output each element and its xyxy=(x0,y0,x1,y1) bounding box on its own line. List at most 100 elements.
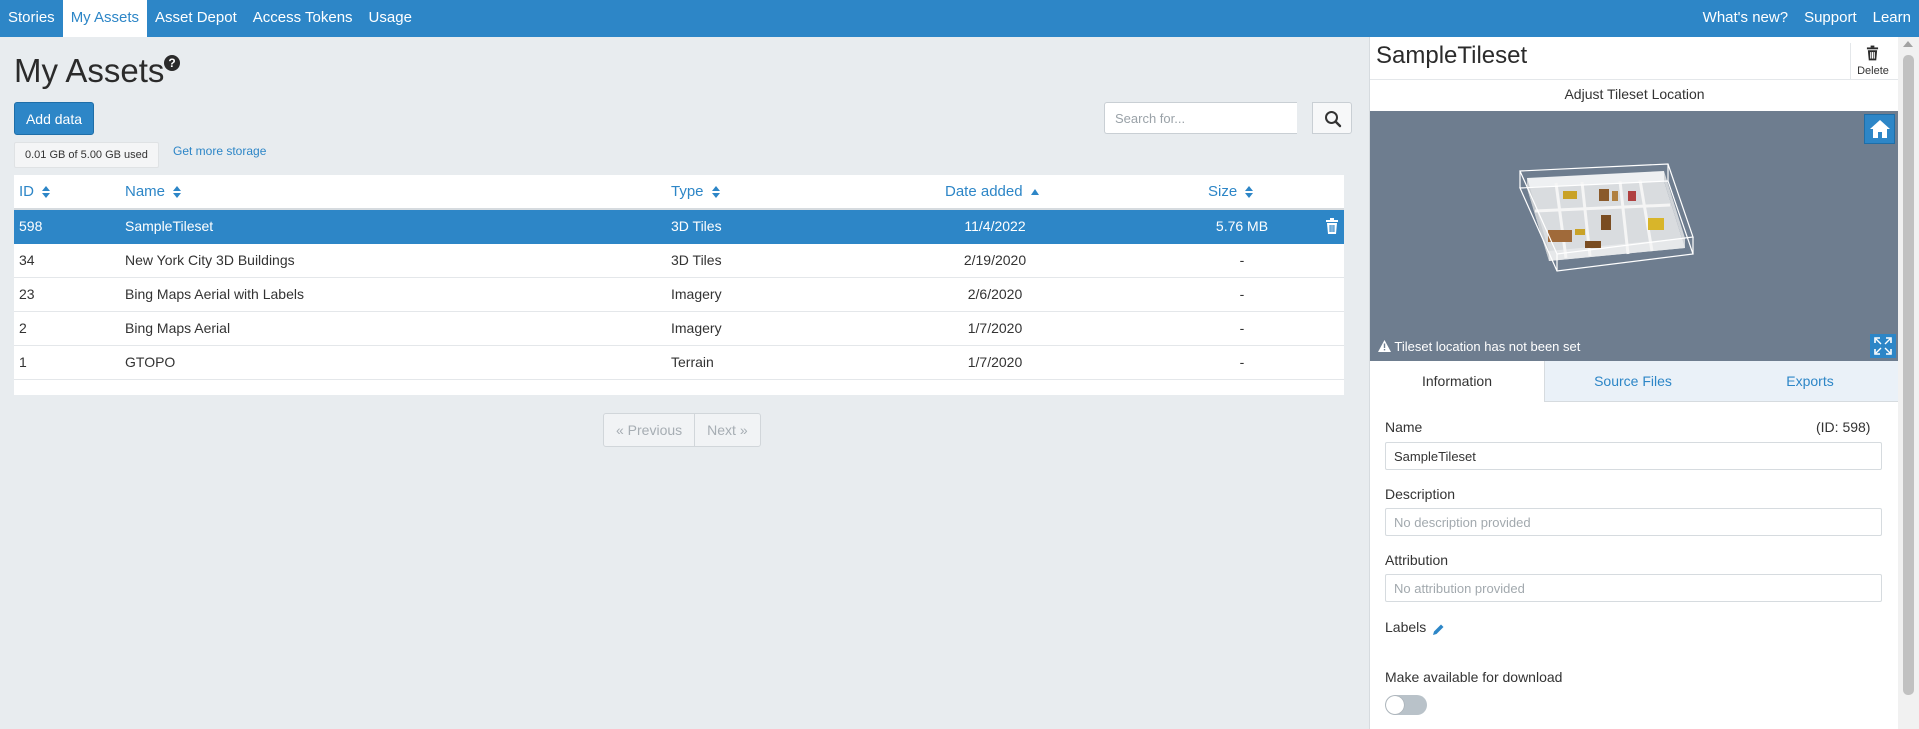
tileset-3d-viewer[interactable]: Tileset location has not been set xyxy=(1370,111,1899,361)
home-view-button[interactable] xyxy=(1864,114,1895,144)
cell-id: 2 xyxy=(19,320,27,336)
cell-size: - xyxy=(1239,354,1245,370)
panel-scrollbar[interactable] xyxy=(1898,37,1919,729)
scroll-thumb[interactable] xyxy=(1903,55,1914,695)
column-header-size-label: Size xyxy=(1208,183,1238,200)
cell-id: 1 xyxy=(19,354,27,370)
home-icon xyxy=(1870,120,1890,138)
column-header-id[interactable]: ID xyxy=(19,175,51,208)
location-warning: Tileset location has not been set xyxy=(1378,339,1580,354)
sort-both-icon xyxy=(711,186,720,199)
tab-information[interactable]: Information xyxy=(1370,361,1545,402)
cell-type: Terrain xyxy=(671,354,714,370)
cell-date: 1/7/2020 xyxy=(967,320,1023,336)
table-row[interactable]: 598 SampleTileset 3D Tiles 11/4/2022 5.7… xyxy=(14,210,1344,244)
nav-stories[interactable]: Stories xyxy=(8,9,55,26)
cell-date: 2/6/2020 xyxy=(967,286,1023,302)
nav-access-tokens[interactable]: Access Tokens xyxy=(252,9,353,26)
nav-whats-new[interactable]: What's new? xyxy=(1702,9,1789,26)
nav-my-assets[interactable]: My Assets xyxy=(62,0,148,37)
get-more-storage-link[interactable]: Get more storage xyxy=(173,144,267,158)
warning-icon xyxy=(1378,340,1391,352)
cell-id: 34 xyxy=(19,252,35,268)
location-warning-text: Tileset location has not been set xyxy=(1394,339,1581,354)
next-page-button[interactable]: Next » xyxy=(694,414,759,446)
asset-title: SampleTileset xyxy=(1376,42,1528,69)
attribution-label: Attribution xyxy=(1385,552,1449,568)
labels-label: Labels xyxy=(1385,619,1427,635)
search-input[interactable] xyxy=(1104,102,1297,134)
attribution-field[interactable] xyxy=(1385,574,1882,602)
table-row[interactable]: 2 Bing Maps Aerial Imagery 1/7/2020 - xyxy=(14,312,1344,346)
download-toggle[interactable] xyxy=(1385,695,1427,715)
nav-right-group: What's new? Support Learn xyxy=(1695,0,1919,37)
column-header-size[interactable]: Size xyxy=(1208,175,1254,208)
name-label: Name xyxy=(1385,419,1423,435)
nav-asset-depot[interactable]: Asset Depot xyxy=(155,9,237,26)
column-header-date[interactable]: Date added xyxy=(945,175,1039,208)
adjust-location-label[interactable]: Adjust Tileset Location xyxy=(1564,86,1705,102)
panel-tabs: Information Source Files Exports xyxy=(1370,361,1899,402)
sort-both-icon xyxy=(1245,186,1254,199)
pagination: « Previous Next » xyxy=(603,413,761,447)
sort-both-icon xyxy=(173,186,182,199)
description-field[interactable] xyxy=(1385,508,1882,536)
nav-left-group: Stories My Assets Asset Depot Access Tok… xyxy=(0,0,420,37)
cell-id: 23 xyxy=(19,286,35,302)
assets-table: ID Name Type Date added Size 598 Samp xyxy=(14,175,1344,395)
nav-learn[interactable]: Learn xyxy=(1872,9,1911,26)
column-header-type-label: Type xyxy=(671,183,704,200)
column-header-name-label: Name xyxy=(125,183,166,200)
cell-size: 5.76 MB xyxy=(1215,218,1269,234)
fullscreen-button[interactable] xyxy=(1870,334,1896,358)
asset-detail-panel: SampleTileset Delete Adjust Tileset Loca… xyxy=(1369,37,1899,729)
search-icon xyxy=(1325,111,1342,128)
tab-source-files[interactable]: Source Files xyxy=(1594,373,1672,389)
cell-date: 1/7/2020 xyxy=(967,354,1023,370)
search-button[interactable] xyxy=(1312,102,1352,134)
cell-type: 3D Tiles xyxy=(671,218,722,234)
help-icon[interactable]: ? xyxy=(164,55,180,71)
column-header-id-label: ID xyxy=(19,183,34,200)
cell-date: 2/19/2020 xyxy=(963,252,1027,268)
cell-size: - xyxy=(1239,320,1245,336)
page-title: My Assets xyxy=(14,52,165,89)
table-row[interactable]: 23 Bing Maps Aerial with Labels Imagery … xyxy=(14,278,1344,312)
cell-name: Bing Maps Aerial xyxy=(125,320,231,336)
toggle-knob xyxy=(1386,696,1404,714)
trash-icon xyxy=(1866,45,1879,61)
nav-usage[interactable]: Usage xyxy=(368,9,412,26)
column-header-name[interactable]: Name xyxy=(125,175,182,208)
download-label: Make available for download xyxy=(1385,669,1563,685)
cell-name: Bing Maps Aerial with Labels xyxy=(125,286,304,302)
column-header-date-label: Date added xyxy=(945,183,1023,200)
top-navbar: Stories My Assets Asset Depot Access Tok… xyxy=(0,0,1919,37)
name-field[interactable] xyxy=(1385,442,1882,470)
cell-size: - xyxy=(1239,286,1245,302)
cell-date: 11/4/2022 xyxy=(964,218,1026,234)
delete-label: Delete xyxy=(1857,65,1889,77)
cell-type: Imagery xyxy=(671,286,722,302)
cell-id: 598 xyxy=(19,218,43,234)
cell-type: Imagery xyxy=(671,320,722,336)
pencil-icon[interactable] xyxy=(1432,623,1445,636)
scroll-up-icon[interactable] xyxy=(1903,41,1913,47)
nav-support[interactable]: Support xyxy=(1804,9,1857,26)
storage-usage-badge: 0.01 GB of 5.00 GB used xyxy=(14,142,159,168)
delete-asset-button[interactable]: Delete xyxy=(1850,43,1895,79)
sort-both-icon xyxy=(42,186,51,199)
cell-name: SampleTileset xyxy=(125,218,214,234)
sort-ascending-icon xyxy=(1030,189,1039,196)
cell-name: GTOPO xyxy=(125,354,176,370)
table-header: ID Name Type Date added Size xyxy=(14,175,1344,210)
column-header-type[interactable]: Type xyxy=(671,175,720,208)
cell-name: New York City 3D Buildings xyxy=(125,252,295,268)
tab-exports[interactable]: Exports xyxy=(1786,373,1834,389)
trash-icon[interactable] xyxy=(1325,218,1339,234)
cell-type: 3D Tiles xyxy=(671,252,722,268)
table-row[interactable]: 1 GTOPO Terrain 1/7/2020 - xyxy=(14,346,1344,380)
previous-page-button[interactable]: « Previous xyxy=(616,422,683,438)
add-data-button[interactable]: Add data xyxy=(14,102,94,135)
table-row[interactable]: 34 New York City 3D Buildings 3D Tiles 2… xyxy=(14,244,1344,278)
cell-size: - xyxy=(1239,252,1245,268)
